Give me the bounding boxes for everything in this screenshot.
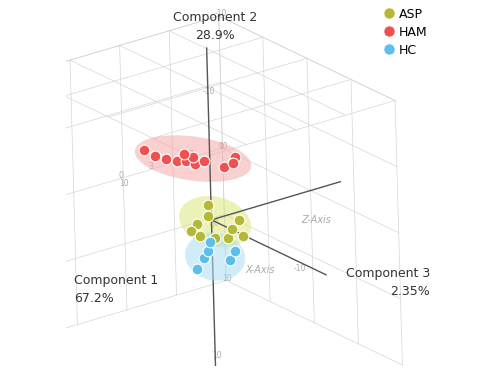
Point bbox=[189, 155, 197, 161]
Text: 10: 10 bbox=[218, 142, 228, 151]
Point bbox=[224, 235, 232, 241]
Point bbox=[150, 153, 158, 159]
Point bbox=[196, 233, 204, 239]
Point bbox=[235, 217, 243, 223]
Point bbox=[238, 233, 246, 239]
Text: 10: 10 bbox=[212, 351, 222, 360]
Text: 0: 0 bbox=[119, 171, 124, 180]
Point bbox=[162, 157, 170, 162]
Ellipse shape bbox=[135, 135, 252, 182]
Text: Z-Axis: Z-Axis bbox=[301, 215, 330, 225]
Point bbox=[200, 255, 208, 261]
Text: Component 3
2.35%: Component 3 2.35% bbox=[346, 267, 430, 298]
Text: 3: 3 bbox=[148, 162, 154, 171]
Point bbox=[204, 213, 212, 219]
Point bbox=[204, 248, 212, 254]
Point bbox=[211, 235, 219, 241]
Text: -10: -10 bbox=[294, 264, 306, 273]
Text: 5: 5 bbox=[168, 157, 173, 165]
Ellipse shape bbox=[185, 232, 245, 281]
Ellipse shape bbox=[179, 196, 251, 248]
Point bbox=[230, 160, 237, 166]
Text: Component 1
67.2%: Component 1 67.2% bbox=[74, 274, 158, 305]
Point bbox=[232, 248, 239, 254]
Text: 10: 10 bbox=[222, 274, 232, 283]
Point bbox=[193, 221, 201, 226]
Text: 7: 7 bbox=[188, 151, 193, 159]
Point bbox=[191, 161, 199, 167]
Point bbox=[140, 147, 147, 153]
Text: -10: -10 bbox=[214, 10, 227, 18]
Text: -10: -10 bbox=[202, 87, 215, 95]
Point bbox=[220, 164, 228, 169]
Point bbox=[182, 158, 190, 164]
Text: X-Axis: X-Axis bbox=[246, 265, 276, 275]
Point bbox=[226, 257, 234, 263]
Text: 10: 10 bbox=[119, 179, 128, 188]
Point bbox=[193, 266, 201, 272]
Text: Component 2
28.9%: Component 2 28.9% bbox=[173, 11, 257, 41]
Point bbox=[228, 226, 235, 232]
Text: 0: 0 bbox=[214, 219, 218, 228]
Legend: ASP, HAM, HC: ASP, HAM, HC bbox=[382, 4, 431, 60]
Text: 0: 0 bbox=[210, 222, 214, 231]
Point bbox=[187, 228, 195, 234]
Text: 0: 0 bbox=[218, 142, 223, 151]
Point bbox=[172, 158, 180, 164]
Point bbox=[232, 155, 239, 161]
Point bbox=[200, 158, 208, 164]
Point bbox=[180, 151, 188, 157]
Point bbox=[206, 239, 214, 245]
Point bbox=[204, 202, 212, 208]
